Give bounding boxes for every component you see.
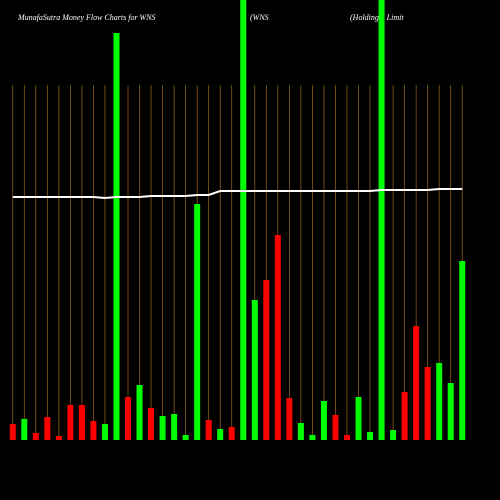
bar xyxy=(205,420,212,440)
bar xyxy=(274,235,281,440)
bar xyxy=(401,392,408,440)
bar xyxy=(343,435,350,440)
bar xyxy=(459,261,466,440)
bar xyxy=(21,419,28,440)
bar xyxy=(413,326,420,440)
bars xyxy=(9,0,466,440)
bar xyxy=(251,300,258,440)
bar xyxy=(171,414,178,440)
chart-title: MunafaSutra Money Flow Charts for WNS xyxy=(17,13,156,22)
bar xyxy=(9,424,16,440)
bar xyxy=(159,416,166,440)
bar xyxy=(355,397,362,440)
bar xyxy=(44,417,51,440)
bar xyxy=(228,427,235,440)
bar xyxy=(78,405,85,440)
bar xyxy=(101,424,108,440)
bar xyxy=(136,385,143,440)
chart-subtitle: (Holdings) Limit xyxy=(350,13,404,22)
bar xyxy=(148,408,155,440)
bar xyxy=(55,436,62,440)
bar xyxy=(90,421,97,440)
bar xyxy=(424,367,431,440)
bar xyxy=(182,435,189,440)
bar xyxy=(332,415,339,440)
bar xyxy=(320,401,327,440)
line xyxy=(12,188,463,200)
bar xyxy=(32,433,39,440)
bar xyxy=(447,383,454,440)
grid xyxy=(12,85,463,440)
bar xyxy=(125,397,132,440)
bar xyxy=(286,398,293,440)
bar xyxy=(378,0,385,440)
chart-subtitle: (WNS xyxy=(250,13,269,22)
bar xyxy=(194,204,201,440)
bar xyxy=(240,0,247,440)
bar xyxy=(367,432,374,440)
bar xyxy=(390,430,397,440)
bar xyxy=(436,363,443,440)
bar xyxy=(297,423,304,440)
bar xyxy=(217,429,224,440)
bar xyxy=(263,280,270,440)
bar xyxy=(113,33,120,440)
bar xyxy=(309,435,316,440)
bar xyxy=(67,405,74,440)
